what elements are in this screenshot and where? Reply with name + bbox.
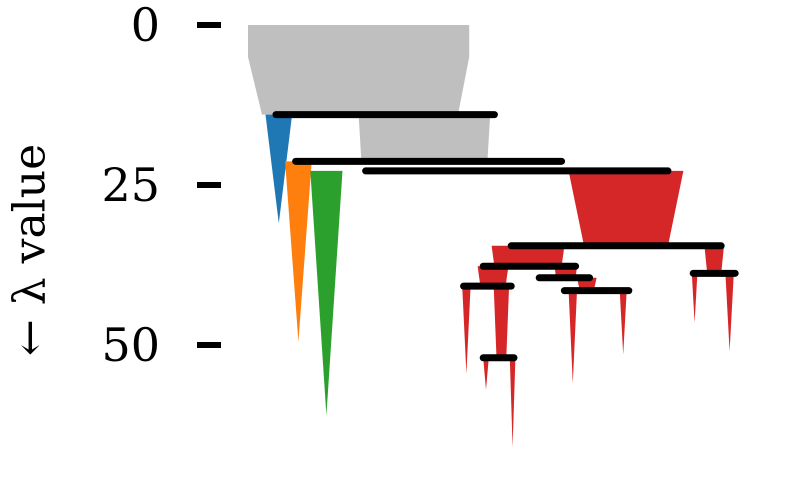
branch-red-18	[509, 357, 516, 448]
branch-red-16	[725, 273, 734, 352]
branch-red-4	[568, 170, 684, 246]
branches-layer	[248, 25, 734, 448]
branch-red-7	[477, 266, 509, 287]
y-tick-label-25: 25	[101, 158, 160, 212]
branch-root-0	[358, 114, 491, 162]
y-axis-label: ← λ value	[5, 144, 56, 356]
branch-red-6	[704, 245, 724, 274]
branch-orange-2	[285, 161, 312, 342]
branch-red-17	[483, 357, 489, 390]
branch-red-13	[568, 290, 577, 384]
branch-red-12	[462, 286, 471, 374]
y-tick-label-50: 50	[101, 318, 160, 372]
branch-blue-1	[265, 114, 293, 224]
branch-red-5	[491, 245, 565, 267]
y-axis-label-text: ← λ value	[4, 143, 56, 357]
branch-green-3	[310, 170, 343, 416]
y-tick-label-0: 0	[131, 0, 160, 52]
y-axis: 0 25 50	[101, 0, 221, 372]
branch-red-15	[691, 273, 698, 323]
branch-red-11	[493, 286, 510, 358]
root-cluster	[248, 25, 470, 115]
branch-red-14	[619, 290, 627, 355]
splits-layer	[272, 111, 739, 362]
